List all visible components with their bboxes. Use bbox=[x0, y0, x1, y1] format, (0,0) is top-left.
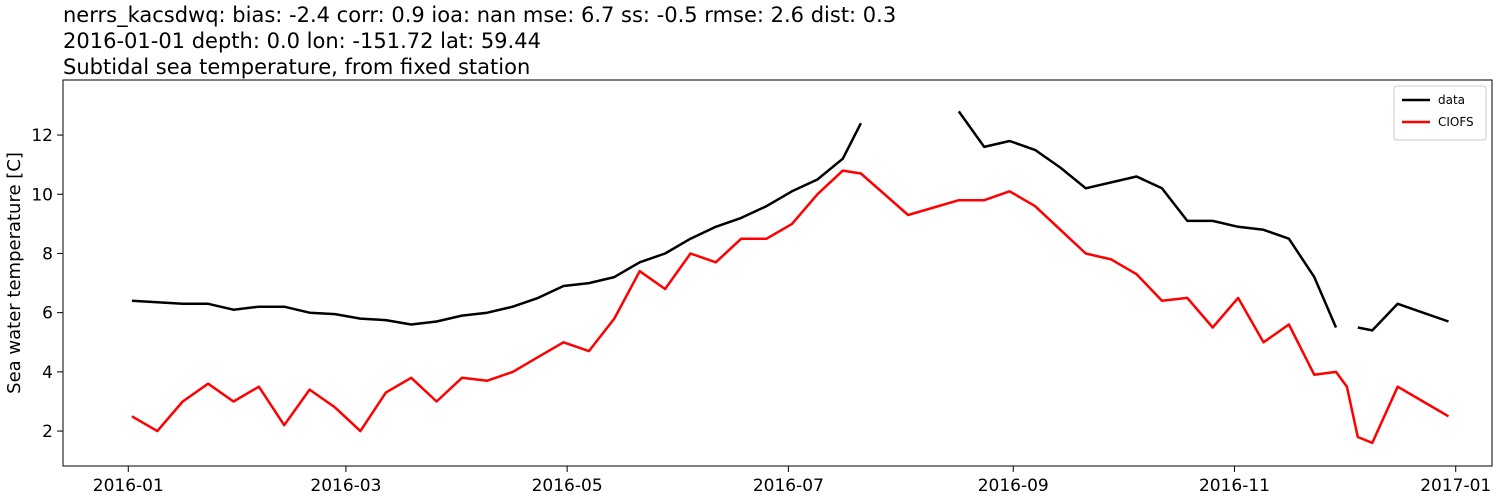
x-tick-label: 2016-03 bbox=[310, 476, 381, 496]
legend-label: data bbox=[1438, 93, 1465, 107]
legend: data CIOFS bbox=[1393, 85, 1487, 141]
data-line bbox=[131, 110, 1449, 332]
x-tick-label: 2016-05 bbox=[532, 476, 603, 496]
legend-label: CIOFS bbox=[1438, 115, 1474, 129]
y-tick-label: 8 bbox=[42, 244, 53, 264]
data-line bbox=[131, 169, 1450, 445]
x-tick-label: 2016-09 bbox=[978, 476, 1049, 496]
plot-frame bbox=[62, 79, 1493, 467]
chart-subtitle: Subtidal sea temperature, from fixed sta… bbox=[63, 55, 530, 79]
x-tick-label: 2016-07 bbox=[753, 476, 824, 496]
x-tick-label: 2016-01 bbox=[93, 476, 164, 496]
y-axis-label: Sea water temperature [C] bbox=[4, 152, 25, 394]
chart-subtitle: 2016-01-01 depth: 0.0 lon: -151.72 lat: … bbox=[63, 29, 541, 53]
y-tick-label: 6 bbox=[42, 304, 53, 324]
y-tick-label: 10 bbox=[31, 185, 53, 205]
x-tick-label: 2016-11 bbox=[1199, 476, 1270, 496]
x-tick-label: 2017-01 bbox=[1420, 476, 1491, 496]
chart-title: nerrs_kacsdwq: bias: -2.4 corr: 0.9 ioa:… bbox=[63, 3, 896, 28]
y-tick-label: 12 bbox=[31, 126, 53, 146]
y-tick-label: 4 bbox=[42, 363, 53, 383]
y-tick-label: 2 bbox=[42, 422, 53, 442]
